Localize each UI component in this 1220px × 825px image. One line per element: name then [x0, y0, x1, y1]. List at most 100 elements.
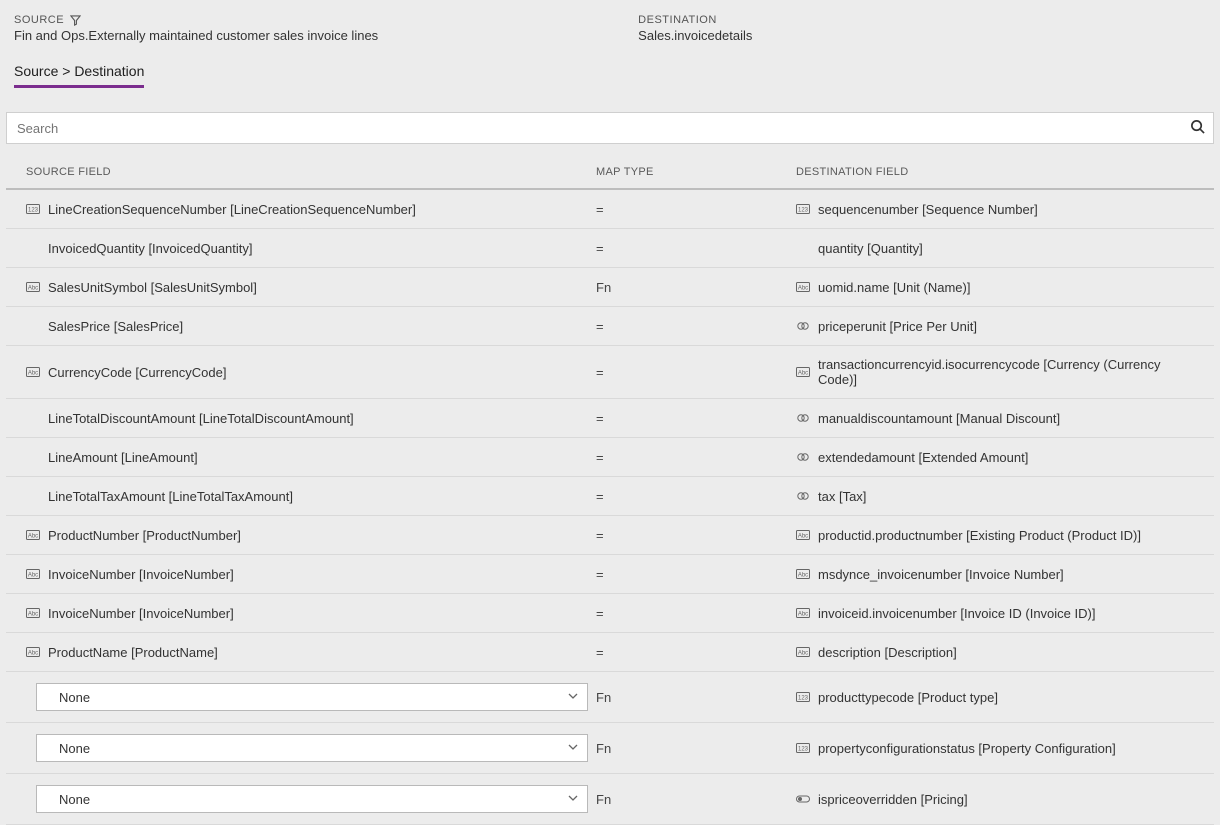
source-cell: AbcProductNumber [ProductNumber]: [26, 528, 596, 543]
svg-text:Abc: Abc: [28, 371, 38, 377]
svg-text:123: 123: [28, 208, 39, 214]
destination-cell: Abc msdynce_invoicenumber [Invoice Number…: [796, 567, 1194, 582]
col-header-destination[interactable]: DESTINATION FIELD: [796, 166, 1194, 178]
map-type-cell[interactable]: =: [596, 319, 796, 334]
destination-field-text: manualdiscountamount [Manual Discount]: [818, 411, 1060, 426]
source-label-text: SOURCE: [14, 14, 64, 26]
map-type-cell[interactable]: Fn: [596, 792, 796, 807]
destination-cell: 123sequencenumber [Sequence Number]: [796, 202, 1194, 217]
destination-cell: tax [Tax]: [796, 489, 1194, 504]
destination-field-text: producttypecode [Product type]: [818, 690, 998, 705]
destination-field-text: description [Description]: [818, 645, 957, 660]
table-header: SOURCE FIELD MAP TYPE DESTINATION FIELD: [6, 158, 1214, 190]
text-type-icon: Abc: [796, 568, 810, 580]
map-type-cell[interactable]: =: [596, 241, 796, 256]
source-cell: None: [26, 683, 596, 711]
source-select[interactable]: None: [36, 785, 588, 813]
map-type-cell[interactable]: =: [596, 365, 796, 380]
source-field-text: ProductName [ProductName]: [48, 645, 218, 660]
destination-field-text: productid.productnumber [Existing Produc…: [818, 528, 1141, 543]
map-type-cell[interactable]: Fn: [596, 690, 796, 705]
destination-cell: quantity [Quantity]: [796, 241, 1194, 256]
col-header-map[interactable]: MAP TYPE: [596, 166, 796, 178]
select-value: None: [59, 741, 90, 756]
source-block: SOURCE Fin and Ops.Externally maintained…: [14, 14, 378, 43]
text-type-icon: Abc: [26, 529, 40, 541]
search-button[interactable]: [1181, 119, 1213, 137]
source-cell: LineAmount [LineAmount]: [26, 450, 596, 465]
source-field-text: SalesPrice [SalesPrice]: [48, 319, 183, 334]
source-cell: LineTotalTaxAmount [LineTotalTaxAmount]: [26, 489, 596, 504]
source-cell: InvoicedQuantity [InvoicedQuantity]: [26, 241, 596, 256]
money-type-icon: [796, 490, 810, 502]
svg-text:Abc: Abc: [798, 371, 808, 377]
header: SOURCE Fin and Ops.Externally maintained…: [0, 0, 1220, 51]
destination-field-text: tax [Tax]: [818, 489, 866, 504]
table-row[interactable]: None Fn123producttypecode [Product type]: [6, 672, 1214, 723]
map-type-cell[interactable]: =: [596, 645, 796, 660]
svg-text:Abc: Abc: [28, 534, 38, 540]
map-type-cell[interactable]: =: [596, 606, 796, 621]
source-field-text: LineAmount [LineAmount]: [48, 450, 198, 465]
text-type-icon: Abc: [26, 607, 40, 619]
col-header-source[interactable]: SOURCE FIELD: [26, 166, 596, 178]
table-row[interactable]: AbcInvoiceNumber [InvoiceNumber]=Abcinvo…: [6, 594, 1214, 633]
source-field-text: CurrencyCode [CurrencyCode]: [48, 365, 226, 380]
source-field-text: InvoicedQuantity [InvoicedQuantity]: [48, 241, 253, 256]
destination-cell: 123producttypecode [Product type]: [796, 690, 1194, 705]
map-type-cell[interactable]: =: [596, 411, 796, 426]
svg-text:Abc: Abc: [798, 612, 808, 618]
map-type-cell[interactable]: =: [596, 450, 796, 465]
money-type-icon: [796, 412, 810, 424]
source-field-text: InvoiceNumber [InvoiceNumber]: [48, 567, 234, 582]
table-row[interactable]: 123LineCreationSequenceNumber [LineCreat…: [6, 190, 1214, 229]
table-row[interactable]: InvoicedQuantity [InvoicedQuantity] = quan…: [6, 229, 1214, 268]
table-row[interactable]: AbcInvoiceNumber [InvoiceNumber]=Abcmsdy…: [6, 555, 1214, 594]
toggle-type-icon: [796, 793, 810, 805]
map-type-cell[interactable]: =: [596, 528, 796, 543]
svg-text:Abc: Abc: [28, 573, 38, 579]
table-row[interactable]: LineTotalTaxAmount [LineTotalTaxAmount] =…: [6, 477, 1214, 516]
source-cell: 123LineCreationSequenceNumber [LineCreat…: [26, 202, 596, 217]
blank-type-icon: [26, 490, 40, 502]
source-field-text: LineTotalTaxAmount [LineTotalTaxAmount]: [48, 489, 293, 504]
text-type-icon: Abc: [796, 366, 810, 378]
blank-type-icon: [26, 242, 40, 254]
text-type-icon: Abc: [796, 646, 810, 658]
chevron-down-icon: [567, 741, 579, 756]
table-row[interactable]: AbcCurrencyCode [CurrencyCode]=Abctransa…: [6, 346, 1214, 399]
table-row[interactable]: AbcSalesUnitSymbol [SalesUnitSymbol]FnAb…: [6, 268, 1214, 307]
source-select[interactable]: None: [36, 734, 588, 762]
map-type-cell[interactable]: Fn: [596, 741, 796, 756]
svg-text:Abc: Abc: [28, 286, 38, 292]
destination-field-text: quantity [Quantity]: [818, 241, 923, 256]
table-row[interactable]: NoneFnispriceoverridden [Pricing]: [6, 774, 1214, 825]
source-select[interactable]: None: [36, 683, 588, 711]
chevron-down-icon: [567, 792, 579, 807]
mapping-table: SOURCE FIELD MAP TYPE DESTINATION FIELD …: [6, 158, 1214, 825]
destination-field-text: transactioncurrencyid.isocurrencycode [C…: [818, 357, 1194, 387]
table-row[interactable]: AbcProductName [ProductName]=Abcdescript…: [6, 633, 1214, 672]
svg-text:Abc: Abc: [798, 534, 808, 540]
svg-text:Abc: Abc: [28, 612, 38, 618]
map-type-cell[interactable]: =: [596, 202, 796, 217]
table-row[interactable]: LineTotalDiscountAmount [LineTotalDiscou…: [6, 399, 1214, 438]
destination-cell: priceperunit [Price Per Unit]: [796, 319, 1194, 334]
destination-cell: manualdiscountamount [Manual Discount]: [796, 411, 1194, 426]
table-row[interactable]: AbcProductNumber [ProductNumber]=Abcprod…: [6, 516, 1214, 555]
destination-field-text: msdynce_invoicenumber [Invoice Number]: [818, 567, 1064, 582]
destination-label: DESTINATION: [638, 14, 752, 26]
table-row[interactable]: LineAmount [LineAmount]=extendedamount […: [6, 438, 1214, 477]
table-row[interactable]: SalesPrice [SalesPrice] =priceperunit [Pr…: [6, 307, 1214, 346]
filter-icon[interactable]: [70, 15, 81, 26]
destination-block: DESTINATION Sales.invoicedetails: [638, 14, 752, 43]
table-row[interactable]: NoneFn123propertyconfigurationstatus [Pr…: [6, 723, 1214, 774]
map-type-cell[interactable]: =: [596, 567, 796, 582]
tab-source-destination[interactable]: Source > Destination: [14, 59, 144, 88]
map-type-cell[interactable]: Fn: [596, 280, 796, 295]
source-field-text: SalesUnitSymbol [SalesUnitSymbol]: [48, 280, 257, 295]
svg-text:Abc: Abc: [798, 573, 808, 579]
search-input[interactable]: [7, 121, 1181, 136]
map-type-cell[interactable]: =: [596, 489, 796, 504]
source-value: Fin and Ops.Externally maintained custom…: [14, 28, 378, 43]
